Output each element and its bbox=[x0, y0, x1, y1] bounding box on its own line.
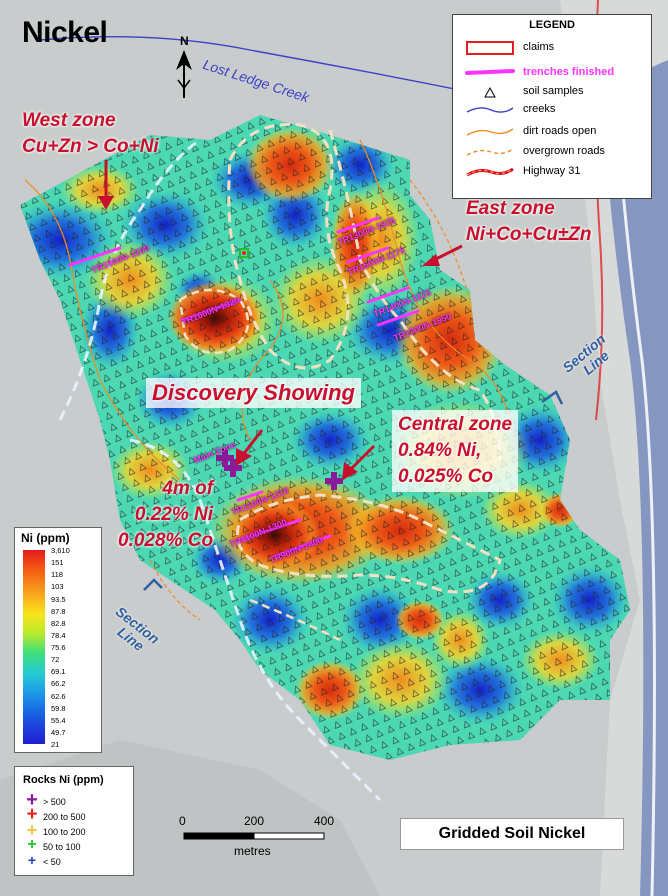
west-assay-ni: 0.22% Ni bbox=[134, 504, 214, 525]
north-arrow-label: N bbox=[180, 34, 189, 48]
ni-ramp-value: 49.7 bbox=[51, 727, 66, 737]
ni-ramp-value: 93.5 bbox=[51, 594, 66, 604]
dirt-road-symbol-icon bbox=[466, 128, 514, 136]
ni-ramp-value: 118 bbox=[51, 570, 63, 580]
central-zone-title: Central zone bbox=[398, 414, 513, 435]
scale-unit: metres bbox=[234, 844, 271, 858]
scale-tick-label: 200 bbox=[244, 814, 265, 828]
legend-item-creeks: creeks bbox=[523, 103, 556, 115]
west-assay-label: 4m of 0.22% Ni 0.028% Co bbox=[118, 476, 213, 554]
ni-ramp-value: 59.8 bbox=[51, 703, 66, 713]
map-title: Nickel bbox=[22, 16, 108, 49]
ni-ramp-value: 66.2 bbox=[51, 679, 66, 689]
west-zone-title: West zone bbox=[22, 110, 116, 131]
rock-plus-icon: + bbox=[26, 820, 38, 840]
legend-item-highway: Highway 31 bbox=[523, 165, 581, 177]
central-zone-ni-grade: 0.84% Ni, bbox=[398, 440, 482, 461]
ni-ramp-title: Ni (ppm) bbox=[21, 531, 70, 545]
scale-bar: 0 200 400 metres bbox=[179, 814, 342, 864]
rock-plus-icon: + bbox=[27, 836, 37, 853]
trench-symbol-icon bbox=[465, 69, 515, 75]
ni-ramp-value: 151 bbox=[51, 558, 64, 568]
ni-ramp-value: 62.6 bbox=[51, 691, 66, 701]
ni-ppm-colour-ramp: Ni (ppm) 3,610 151 118 103 93.5 87.8 82.8 78.4 7… bbox=[14, 527, 102, 753]
west-assay-length: 4m of bbox=[162, 478, 214, 499]
legend-item-overgrown-roads: overgrown roads bbox=[523, 145, 605, 157]
rock-legend-item: < 50 bbox=[43, 857, 61, 867]
ni-ramp-value: 87.8 bbox=[51, 606, 66, 616]
discovery-showing-label: Discovery Showing bbox=[146, 378, 361, 408]
ni-ramp-bar bbox=[23, 550, 45, 744]
ni-ramp-value: 21 bbox=[51, 740, 60, 749]
central-zone-co-grade: 0.025% Co bbox=[398, 466, 494, 487]
legend-panel: LEGEND claims trenches finished soil sam… bbox=[452, 14, 652, 199]
triangle-symbol-icon bbox=[484, 86, 496, 98]
west-assay-co: 0.028% Co bbox=[118, 530, 214, 551]
map-subtitle: Gridded Soil Nickel bbox=[400, 818, 624, 850]
central-zone-label: Central zone 0.84% Ni, 0.025% Co bbox=[392, 410, 519, 492]
legend-item-dirt-roads: dirt roads open bbox=[523, 125, 597, 137]
ni-ramp-value: 103 bbox=[51, 582, 64, 592]
rock-plus-icon: + bbox=[26, 789, 38, 811]
east-zone-elements: Ni+Co+Cu±Zn bbox=[466, 224, 592, 245]
rock-plus-icon: + bbox=[27, 852, 37, 868]
scale-tick-label: 0 bbox=[179, 814, 186, 828]
rocks-legend-title: Rocks Ni (ppm) bbox=[23, 774, 104, 786]
east-zone-label: East zone Ni+Co+Cu±Zn bbox=[466, 196, 592, 248]
ni-ramp-value: 72 bbox=[51, 655, 60, 665]
ni-ramp-value: 55.4 bbox=[51, 715, 66, 725]
rock-plus-icon: + bbox=[26, 804, 38, 825]
west-zone-label: West zone Cu+Zn > Co+Ni bbox=[22, 108, 159, 160]
creek-symbol-icon bbox=[466, 107, 514, 113]
rock-legend-item: 200 to 500 bbox=[43, 812, 86, 822]
legend-item-claims: claims bbox=[523, 41, 555, 53]
rock-legend-item: > 500 bbox=[43, 797, 66, 807]
overgrown-road-symbol-icon bbox=[466, 148, 514, 156]
legend-title: LEGEND bbox=[529, 19, 575, 31]
highway-symbol-icon bbox=[466, 167, 514, 177]
ni-ramp-value: 3,610 bbox=[51, 546, 70, 555]
scale-tick-label: 400 bbox=[314, 814, 335, 828]
scale-bar-graphic bbox=[183, 832, 325, 840]
legend-item-soil-samples: soil samples bbox=[523, 85, 584, 97]
east-zone-title: East zone bbox=[466, 198, 555, 219]
ni-ramp-value: 82.8 bbox=[51, 618, 66, 628]
rock-legend-item: 100 to 200 bbox=[43, 827, 86, 837]
ni-ramp-value: 78.4 bbox=[51, 630, 66, 640]
rock-legend-item: 50 to 100 bbox=[43, 842, 81, 852]
claims-symbol-icon bbox=[466, 41, 514, 55]
rocks-ni-legend: Rocks Ni (ppm) + > 500 +200 to 500 +100 to … bbox=[14, 766, 134, 876]
legend-item-trenches: trenches finished bbox=[523, 66, 615, 78]
ni-ramp-value: 69.1 bbox=[51, 667, 66, 677]
ni-ramp-value: 75.6 bbox=[51, 643, 66, 652]
west-zone-elements: Cu+Zn > Co+Ni bbox=[22, 136, 159, 157]
